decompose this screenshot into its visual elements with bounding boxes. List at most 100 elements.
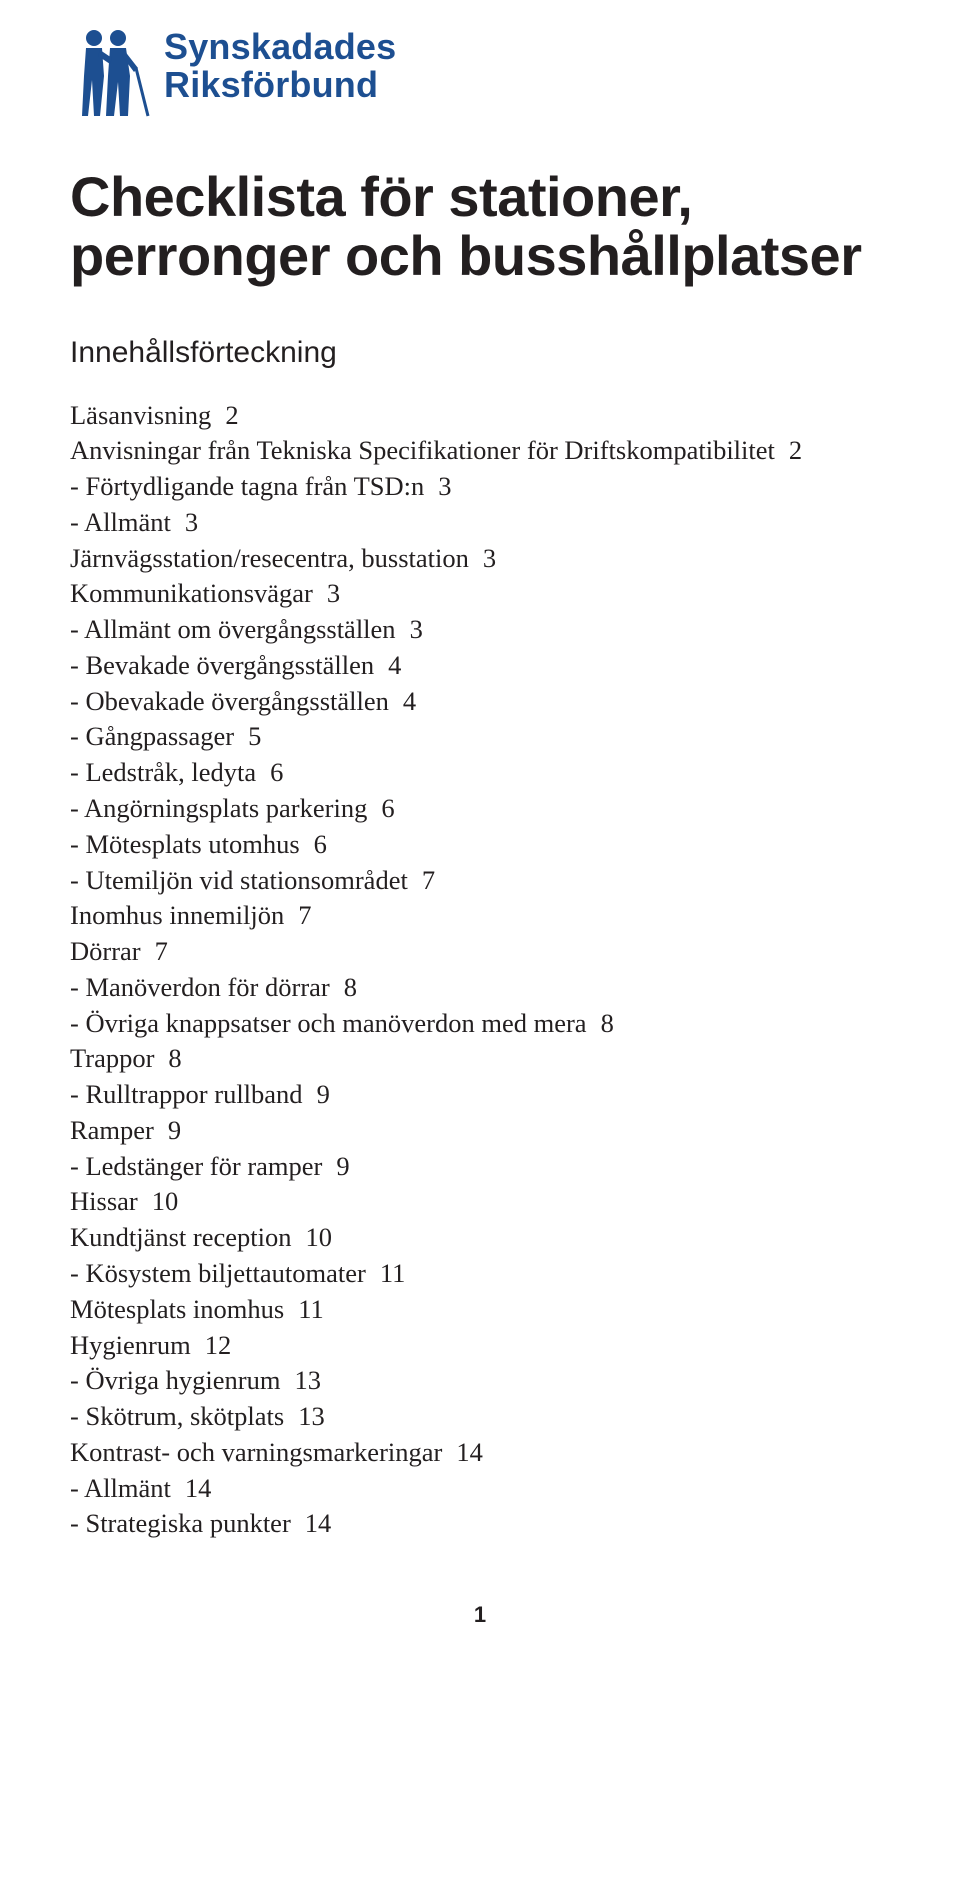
toc-entry-label: - Angörningsplats parkering bbox=[70, 793, 367, 823]
toc-entry-label: - Bevakade övergångsställen bbox=[70, 650, 374, 680]
toc-entry-page: 4 bbox=[403, 686, 416, 716]
toc-entry: - Manöverdon för dörrar 8 bbox=[70, 970, 890, 1006]
toc-heading: Innehållsförteckning bbox=[70, 336, 890, 370]
toc-entry: Järnvägsstation/resecentra, busstation 3 bbox=[70, 541, 890, 577]
toc-entry: Anvisningar från Tekniska Specifikatione… bbox=[70, 433, 890, 469]
toc-entry-page: 14 bbox=[185, 1473, 212, 1503]
toc-entry-label: Hygienrum bbox=[70, 1330, 191, 1360]
toc-entry-label: Kommunikationsvägar bbox=[70, 578, 313, 608]
toc-entry-label: - Rulltrappor rullband bbox=[70, 1079, 303, 1109]
toc-entry: - Strategiska punkter 14 bbox=[70, 1506, 890, 1542]
toc-entry: Kontrast- och varningsmarkeringar 14 bbox=[70, 1435, 890, 1471]
toc-entry-page: 8 bbox=[168, 1043, 181, 1073]
toc-entry-page: 6 bbox=[270, 757, 283, 787]
logo-line-2: Riksförbund bbox=[164, 66, 396, 104]
toc-entry: - Allmänt 14 bbox=[70, 1471, 890, 1507]
toc-entry-page: 2 bbox=[225, 400, 238, 430]
toc-entry-label: Inomhus innemiljön bbox=[70, 900, 284, 930]
toc-entry-label: - Allmänt bbox=[70, 1473, 171, 1503]
toc-entry: - Bevakade övergångsställen 4 bbox=[70, 648, 890, 684]
toc-entry: Hygienrum 12 bbox=[70, 1328, 890, 1364]
toc-entry-label: - Kösystem biljettautomater bbox=[70, 1258, 366, 1288]
toc-entry-page: 5 bbox=[248, 721, 261, 751]
toc-entry: - Ledstråk, ledyta 6 bbox=[70, 755, 890, 791]
toc-entry-label: - Mötesplats utomhus bbox=[70, 829, 300, 859]
toc-entry-label: - Allmänt om övergångsställen bbox=[70, 614, 396, 644]
toc-entry: Inomhus innemiljön 7 bbox=[70, 898, 890, 934]
table-of-contents: Läsanvisning 2Anvisningar från Tekniska S… bbox=[70, 398, 890, 1543]
toc-entry-label: Kundtjänst reception bbox=[70, 1222, 292, 1252]
toc-entry: - Gångpassager 5 bbox=[70, 719, 890, 755]
toc-entry-page: 7 bbox=[422, 865, 435, 895]
toc-entry: - Allmänt 3 bbox=[70, 505, 890, 541]
toc-entry-page: 7 bbox=[155, 936, 168, 966]
document-title: Checklista för stationer, perronger och … bbox=[70, 168, 890, 286]
toc-entry: Kommunikationsvägar 3 bbox=[70, 576, 890, 612]
toc-entry-page: 9 bbox=[336, 1151, 349, 1181]
toc-entry-label: - Skötrum, skötplats bbox=[70, 1401, 284, 1431]
toc-entry: - Mötesplats utomhus6 bbox=[70, 827, 890, 863]
toc-entry-page: 3 bbox=[327, 578, 340, 608]
toc-entry-label: Järnvägsstation/resecentra, busstation bbox=[70, 543, 469, 573]
toc-entry-label: - Gångpassager bbox=[70, 721, 234, 751]
toc-entry-page: 13 bbox=[294, 1365, 321, 1395]
toc-entry-page: 10 bbox=[306, 1222, 333, 1252]
toc-entry-label: Hissar bbox=[70, 1186, 138, 1216]
toc-entry: - Övriga hygienrum 13 bbox=[70, 1363, 890, 1399]
toc-entry: Hissar 10 bbox=[70, 1184, 890, 1220]
toc-entry: - Övriga knappsatser och manöverdon med … bbox=[70, 1006, 890, 1042]
document-page: Synskadades Riksförbund Checklista för s… bbox=[0, 0, 960, 1668]
toc-entry-label: - Övriga hygienrum bbox=[70, 1365, 280, 1395]
toc-entry: Läsanvisning 2 bbox=[70, 398, 890, 434]
toc-entry-page: 11 bbox=[380, 1258, 406, 1288]
toc-entry: - Förtydligande tagna från TSD:n 3 bbox=[70, 469, 890, 505]
toc-entry-page: 12 bbox=[205, 1330, 232, 1360]
toc-entry: - Ledstänger för ramper 9 bbox=[70, 1149, 890, 1185]
toc-entry-label: Mötesplats inomhus bbox=[70, 1294, 284, 1324]
toc-entry-page: 2 bbox=[789, 435, 802, 465]
toc-entry-page: 13 bbox=[298, 1401, 325, 1431]
toc-entry: - Skötrum, skötplats 13 bbox=[70, 1399, 890, 1435]
toc-entry: - Allmänt om övergångsställen 3 bbox=[70, 612, 890, 648]
toc-entry-label: - Förtydligande tagna från TSD:n bbox=[70, 471, 424, 501]
toc-entry-page: 7 bbox=[298, 900, 311, 930]
toc-entry-page: 8 bbox=[344, 972, 357, 1002]
toc-entry-page: 11 bbox=[298, 1294, 324, 1324]
toc-entry-page: 3 bbox=[185, 507, 198, 537]
logo-line-1: Synskadades bbox=[164, 28, 396, 66]
toc-entry-label: - Övriga knappsatser och manöverdon med … bbox=[70, 1008, 587, 1038]
toc-entry-page: 3 bbox=[483, 543, 496, 573]
toc-entry-label: Dörrar bbox=[70, 936, 141, 966]
toc-entry: Mötesplats inomhus 11 bbox=[70, 1292, 890, 1328]
toc-entry: - Utemiljön vid stationsområdet7 bbox=[70, 863, 890, 899]
toc-entry-label: Läsanvisning bbox=[70, 400, 211, 430]
toc-entry-page: 9 bbox=[168, 1115, 181, 1145]
toc-entry-page: 3 bbox=[438, 471, 451, 501]
toc-entry-page: 14 bbox=[305, 1508, 332, 1538]
toc-entry: - Kösystem biljettautomater 11 bbox=[70, 1256, 890, 1292]
toc-entry-page: 9 bbox=[317, 1079, 330, 1109]
toc-entry-label: Kontrast- och varningsmarkeringar bbox=[70, 1437, 442, 1467]
toc-entry-page: 4 bbox=[388, 650, 401, 680]
toc-entry-page: 3 bbox=[410, 614, 423, 644]
toc-entry: - Obevakade övergångsställen 4 bbox=[70, 684, 890, 720]
toc-entry-label: - Allmänt bbox=[70, 507, 171, 537]
toc-entry-label: - Ledstråk, ledyta bbox=[70, 757, 256, 787]
toc-entry: - Angörningsplats parkering6 bbox=[70, 791, 890, 827]
toc-entry-label: Ramper bbox=[70, 1115, 154, 1145]
toc-entry: Ramper 9 bbox=[70, 1113, 890, 1149]
toc-entry-label: - Strategiska punkter bbox=[70, 1508, 291, 1538]
logo-text: Synskadades Riksförbund bbox=[164, 28, 396, 104]
toc-entry: Dörrar 7 bbox=[70, 934, 890, 970]
toc-entry: Kundtjänst reception 10 bbox=[70, 1220, 890, 1256]
page-number: 1 bbox=[70, 1602, 890, 1628]
toc-entry-page: 8 bbox=[601, 1008, 614, 1038]
org-logo: Synskadades Riksförbund bbox=[70, 28, 890, 118]
toc-entry-label: - Obevakade övergångsställen bbox=[70, 686, 389, 716]
toc-entry-page: 10 bbox=[152, 1186, 179, 1216]
toc-entry-page: 14 bbox=[456, 1437, 483, 1467]
toc-entry-label: - Manöverdon för dörrar bbox=[70, 972, 330, 1002]
toc-entry: Trappor 8 bbox=[70, 1041, 890, 1077]
toc-entry-label: Trappor bbox=[70, 1043, 154, 1073]
toc-entry-label: - Ledstänger för ramper bbox=[70, 1151, 322, 1181]
